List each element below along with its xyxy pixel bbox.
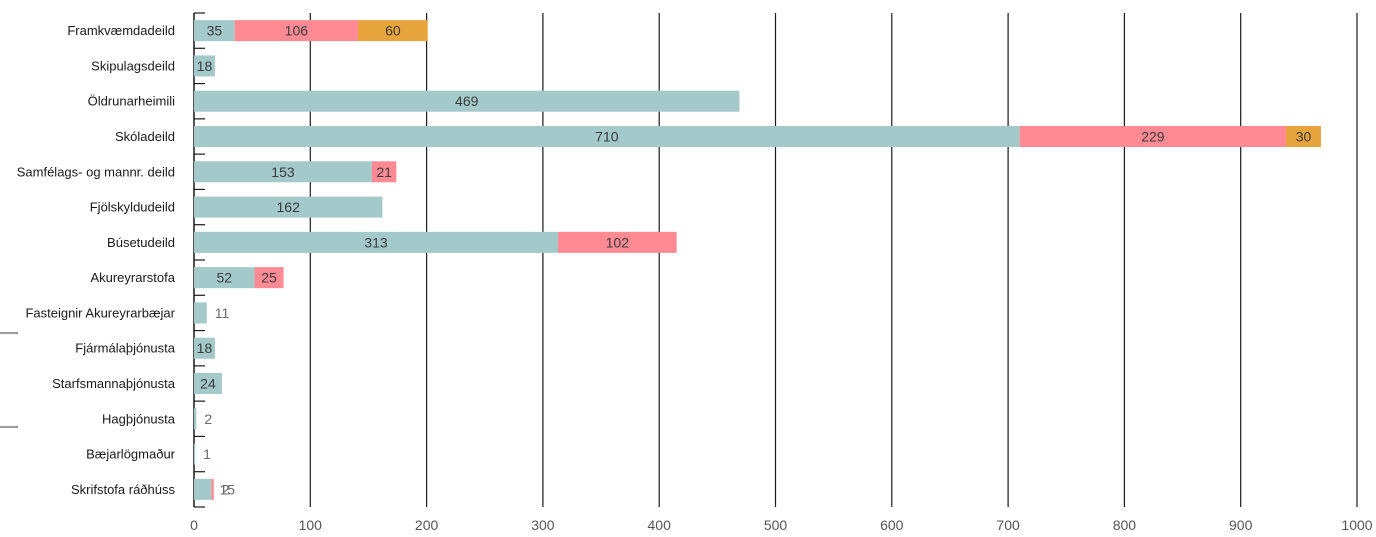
value-label: 30: [1296, 129, 1312, 145]
x-tick-label: 1000: [1341, 517, 1372, 533]
category-labels: Framkvæmdadeild Skipulagsdeild Öldrunarhei…: [17, 23, 176, 497]
category-label: Bæjarlögmaður: [86, 447, 176, 462]
category-label: Öldrunarheimili: [88, 94, 176, 109]
category-label: Hagþjónusta: [102, 411, 176, 426]
value-label: 106: [285, 23, 309, 39]
value-label: 1: [203, 446, 211, 462]
gridlines: [193, 13, 1358, 507]
bar-segment: [194, 90, 740, 112]
x-tick-label: 200: [415, 517, 439, 533]
category-label: Akureyrarstofa: [90, 270, 175, 285]
x-tick-label: 600: [880, 517, 904, 533]
value-label: 162: [277, 199, 301, 215]
bar-segment: [194, 126, 1020, 147]
value-label: 21: [376, 164, 392, 180]
category-label: Fasteignir Akureyrarbæjar: [25, 305, 175, 320]
category-label: Skóladeild: [115, 129, 175, 144]
value-label: 469: [455, 93, 479, 109]
bar-segment: [194, 443, 196, 465]
value-label: 102: [606, 234, 630, 250]
category-label: Starfsmannaþjónusta: [52, 376, 176, 391]
bar-segment: [194, 408, 197, 430]
category-label: Fjármálaþjónusta: [75, 341, 175, 356]
bar-segment: [194, 267, 255, 289]
value-label: 18: [197, 340, 213, 356]
bar-segment: [254, 267, 284, 289]
x-tick-label: 400: [648, 517, 672, 533]
x-tick-label: 500: [764, 517, 788, 533]
bar-segment: [357, 20, 428, 42]
bar-segment: [194, 55, 215, 77]
category-ticks: [194, 12, 205, 508]
x-tick-label: 900: [1229, 517, 1253, 533]
category-label: Skipulagsdeild: [91, 58, 175, 73]
bar-segment: [194, 373, 222, 394]
category-label: Samfélags- og mannr. deild: [17, 164, 175, 179]
bar-segment: [194, 337, 215, 359]
x-tick-label: 0: [190, 517, 198, 533]
x-tick-label: 300: [531, 517, 555, 533]
value-label: 18: [197, 58, 213, 74]
bar-segment: [1286, 126, 1321, 147]
bars: [194, 20, 1321, 500]
x-tick-label: 100: [299, 517, 323, 533]
value-label: 153: [271, 164, 295, 180]
bar-segment: [194, 231, 559, 253]
value-label: 229: [1141, 129, 1165, 145]
bar-segment: [558, 231, 677, 253]
bar-segment: [194, 20, 235, 42]
bar-segment: [1019, 126, 1287, 147]
category-label: Búsetudeild: [107, 235, 175, 250]
x-tick-label: 800: [1113, 517, 1137, 533]
margin-marks: [0, 332, 18, 428]
value-label: 2: [222, 481, 230, 497]
value-label: 2: [204, 411, 212, 427]
x-tick-label: 700: [996, 517, 1020, 533]
x-tick-labels: 0 100 200 300 400 500 600 700 800 900 1000: [190, 517, 1373, 533]
bar-segment: [194, 196, 383, 218]
bar-segment: [194, 161, 372, 183]
value-label: 60: [385, 23, 401, 39]
bar-segment: [194, 478, 212, 500]
value-label: 24: [200, 376, 216, 392]
category-label: Skrifstofa ráðhúss: [71, 482, 176, 497]
bar-segment: [234, 20, 358, 42]
value-label: 15: [219, 481, 235, 497]
value-label: 35: [207, 23, 223, 39]
value-label: 313: [364, 234, 388, 250]
bar-segment: [371, 161, 397, 183]
category-label: Fjölskyldudeild: [90, 200, 175, 215]
category-label: Framkvæmdadeild: [67, 23, 175, 38]
value-label: 710: [595, 129, 619, 145]
value-label: 11: [215, 305, 230, 321]
value-label: 25: [261, 270, 277, 286]
bar-segment: [211, 478, 214, 500]
value-label: 52: [216, 270, 232, 286]
bar-segment: [194, 302, 207, 324]
